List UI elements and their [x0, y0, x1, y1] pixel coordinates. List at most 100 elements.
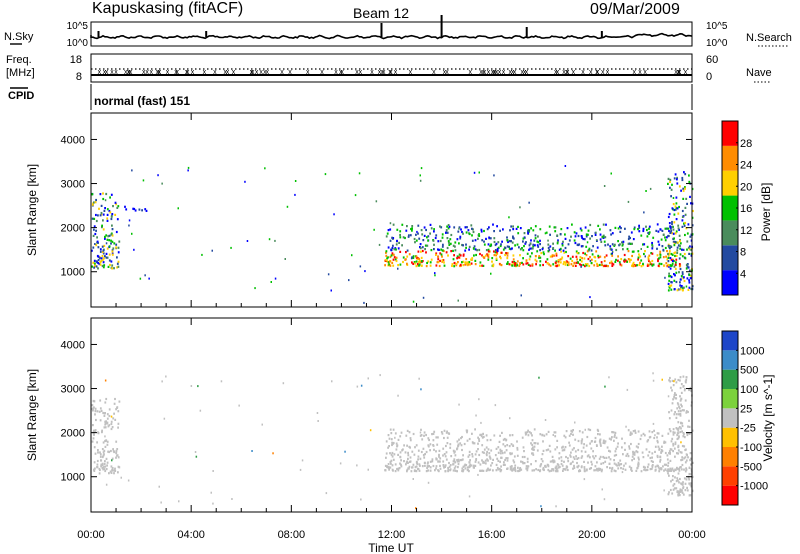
echo-cell [622, 240, 625, 243]
colorbar-segment [722, 466, 738, 486]
echo-cell [458, 256, 460, 259]
echo-cell [623, 253, 626, 257]
echo-cell [133, 207, 136, 211]
echo-cell [563, 449, 566, 452]
echo-cell [587, 229, 590, 232]
echo-cell [576, 457, 579, 460]
echo-cell [415, 256, 418, 259]
echo-cell [439, 252, 442, 255]
echo-cell [672, 450, 674, 453]
echo-cell [450, 233, 453, 237]
echo-cell [670, 409, 673, 412]
freq-mark: x [572, 69, 576, 76]
echo-cell [656, 223, 659, 226]
echo-cell [658, 448, 661, 451]
echo-cell [520, 468, 523, 471]
echo-cell [686, 454, 688, 457]
echo-cell [677, 437, 680, 440]
echo-cell [408, 467, 410, 470]
echo-cell [584, 252, 586, 255]
echo-cell [547, 448, 550, 451]
echo-cell [552, 434, 554, 436]
echo-cell [393, 453, 396, 456]
echo-cell [399, 250, 402, 253]
echo-cell [521, 247, 523, 250]
echo-cell [555, 252, 558, 255]
echo-cell [619, 263, 622, 266]
echo-cell [389, 228, 392, 231]
echo-cell [603, 456, 606, 459]
echo-cell [663, 441, 665, 444]
echo-cell [391, 246, 394, 250]
echo-cell [627, 429, 630, 432]
echo-cell [392, 458, 395, 461]
echo-cell [385, 254, 388, 257]
freq-mark: x [255, 69, 259, 76]
freq-mark: x [643, 69, 647, 76]
echo-cell [568, 434, 571, 437]
echo-cell [674, 455, 676, 458]
echo-cell [415, 461, 418, 464]
colorbar-segment [722, 331, 738, 351]
freq-mark: x [565, 69, 569, 76]
echo-cell [673, 252, 676, 255]
echo-cell [671, 207, 674, 210]
echo-cell [617, 461, 620, 465]
echo-cell [115, 408, 117, 411]
echo-cell [433, 448, 435, 451]
echo-cell [634, 429, 636, 432]
echo-cell [656, 436, 658, 439]
echo-cell [650, 467, 653, 470]
echo-cell [97, 258, 100, 262]
echo-cell [657, 259, 659, 263]
echo-cell [483, 240, 485, 243]
echo-cell [134, 209, 137, 212]
echo-cell [195, 455, 198, 458]
echo-cell [110, 260, 113, 263]
echo-cell [548, 225, 551, 228]
echo-cell [102, 266, 105, 269]
echo-cell [682, 375, 685, 378]
echo-cell [405, 251, 407, 254]
echo-cell [454, 461, 457, 464]
echo-cell [480, 421, 482, 424]
echo-cell [131, 169, 133, 172]
echo-cell [354, 194, 357, 197]
echo-cell [113, 402, 116, 405]
echo-cell [97, 451, 99, 454]
echo-cell [387, 463, 390, 466]
echo-cell [93, 400, 96, 403]
echo-cell [473, 254, 475, 257]
echo-cell [499, 448, 502, 451]
echo-cell [437, 436, 439, 439]
echo-cell [591, 235, 593, 238]
echo-cell [508, 247, 511, 250]
echo-cell [682, 493, 685, 496]
echo-cell [453, 261, 456, 265]
echo-cell [687, 246, 690, 249]
echo-cell [595, 250, 598, 253]
echo-cell [441, 233, 444, 236]
echo-cell [487, 248, 490, 251]
echo-cell [521, 436, 524, 439]
echo-cell [105, 256, 108, 259]
echo-cell [493, 174, 495, 177]
echo-cell [100, 409, 103, 412]
echo-cell [656, 254, 659, 257]
echo-cell [681, 424, 684, 428]
echo-cell [643, 211, 645, 214]
echo-cell [674, 476, 676, 479]
echo-cell [585, 264, 588, 267]
echo-cell [676, 241, 679, 244]
freq-mark: x [224, 69, 228, 76]
echo-cell [681, 456, 684, 459]
echo-cell [511, 241, 514, 244]
echo-cell [94, 201, 97, 204]
echo-cell [190, 385, 193, 387]
echo-cell [499, 255, 501, 258]
echo-cell [423, 456, 426, 459]
echo-cell [94, 410, 97, 413]
echo-cell [598, 457, 601, 460]
echo-cell [674, 392, 676, 395]
echo-cell [397, 469, 400, 472]
